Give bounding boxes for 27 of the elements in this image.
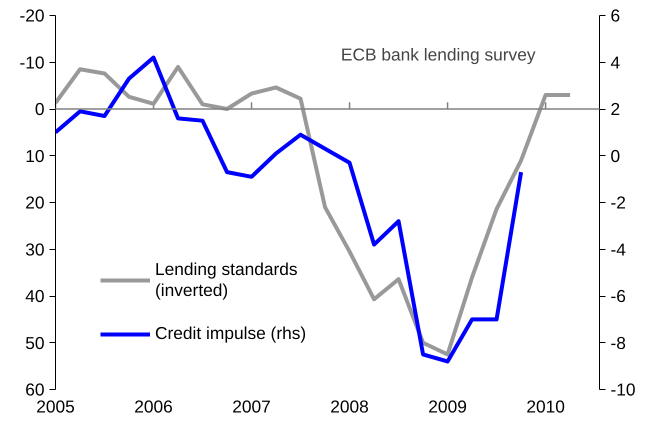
legend-label: Lending standards (inverted) [155,259,298,301]
y-tick-label: 10 [25,146,45,166]
y2-tick-label: -10 [610,380,636,400]
y-tick-label: 60 [25,380,45,400]
y-tick-label: 40 [25,286,45,306]
x-tick-label: 2006 [134,396,173,416]
y2-tick-label: 2 [610,99,620,119]
x-tick-label: 2009 [428,396,467,416]
y2-tick-label: -8 [610,332,626,353]
y2-tick-label: -4 [610,239,626,260]
x-tick-label: 2007 [232,396,271,416]
y2-tick-label: 6 [610,6,620,26]
y2-tick-label: -2 [610,192,626,212]
y-tick-label: 50 [25,332,45,353]
annotation: ECB bank lending survey [340,44,536,64]
x-tick-label: 2005 [36,396,75,416]
y2-tick-label: 0 [610,146,620,166]
legend-label: Credit impulse (rhs) [155,323,306,344]
x-tick-label: 2010 [526,396,565,416]
y-tick-label: 0 [34,99,45,119]
y-tick-label: -10 [19,52,44,72]
y2-tick-label: 4 [610,52,620,72]
y-tick-label: 20 [25,192,45,212]
y2-tick-label: -6 [610,286,626,306]
y-tick-label: -20 [19,6,44,26]
x-tick-label: 2008 [330,396,369,416]
y-tick-label: 30 [25,239,45,260]
